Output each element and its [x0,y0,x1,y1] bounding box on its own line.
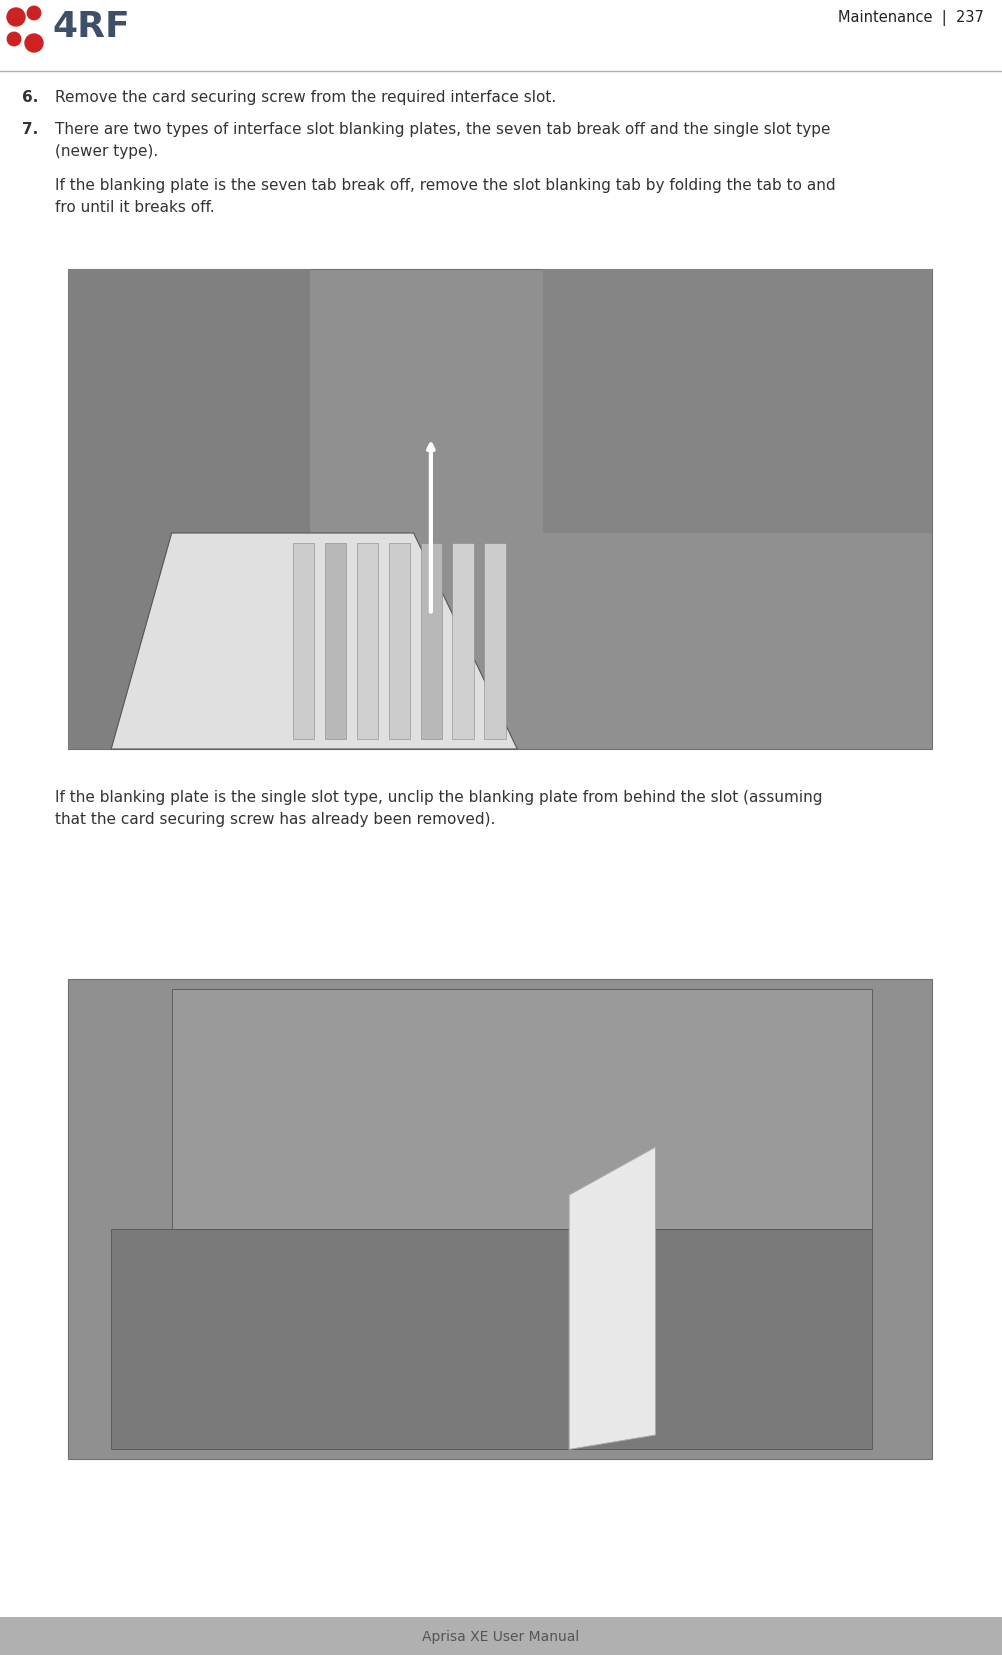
Circle shape [7,33,21,46]
Text: If the blanking plate is the single slot type, unclip the blanking plate from be: If the blanking plate is the single slot… [55,789,823,804]
Text: 6.: 6. [22,89,38,104]
Polygon shape [569,1147,655,1450]
Bar [389,543,410,740]
Text: Maintenance  |  237: Maintenance | 237 [838,10,984,26]
Polygon shape [111,533,517,750]
Text: that the card securing screw has already been removed).: that the card securing screw has already… [55,811,495,826]
Bar [68,270,932,750]
Text: If the blanking plate is the seven tab break off, remove the slot blanking tab b: If the blanking plate is the seven tab b… [55,177,836,194]
Bar [68,270,310,750]
Text: Aprisa XE User Manual: Aprisa XE User Manual [423,1629,579,1643]
Text: Remove the card securing screw from the required interface slot.: Remove the card securing screw from the … [55,89,556,104]
Bar [68,980,932,1460]
Text: (newer type).: (newer type). [55,144,158,159]
Bar [357,543,378,740]
Text: 7.: 7. [22,122,38,137]
Text: There are two types of interface slot blanking plates, the seven tab break off a: There are two types of interface slot bl… [55,122,831,137]
Circle shape [25,35,43,53]
Polygon shape [111,1230,872,1450]
Circle shape [7,8,25,26]
Bar [543,270,932,533]
Circle shape [27,7,41,22]
Bar [484,543,506,740]
Text: 4RF: 4RF [52,10,129,45]
Bar [453,543,474,740]
Bar [421,543,442,740]
Bar [0,1617,1002,1655]
Polygon shape [171,990,872,1230]
Bar [325,543,347,740]
Bar [293,543,315,740]
Text: fro until it breaks off.: fro until it breaks off. [55,200,214,215]
